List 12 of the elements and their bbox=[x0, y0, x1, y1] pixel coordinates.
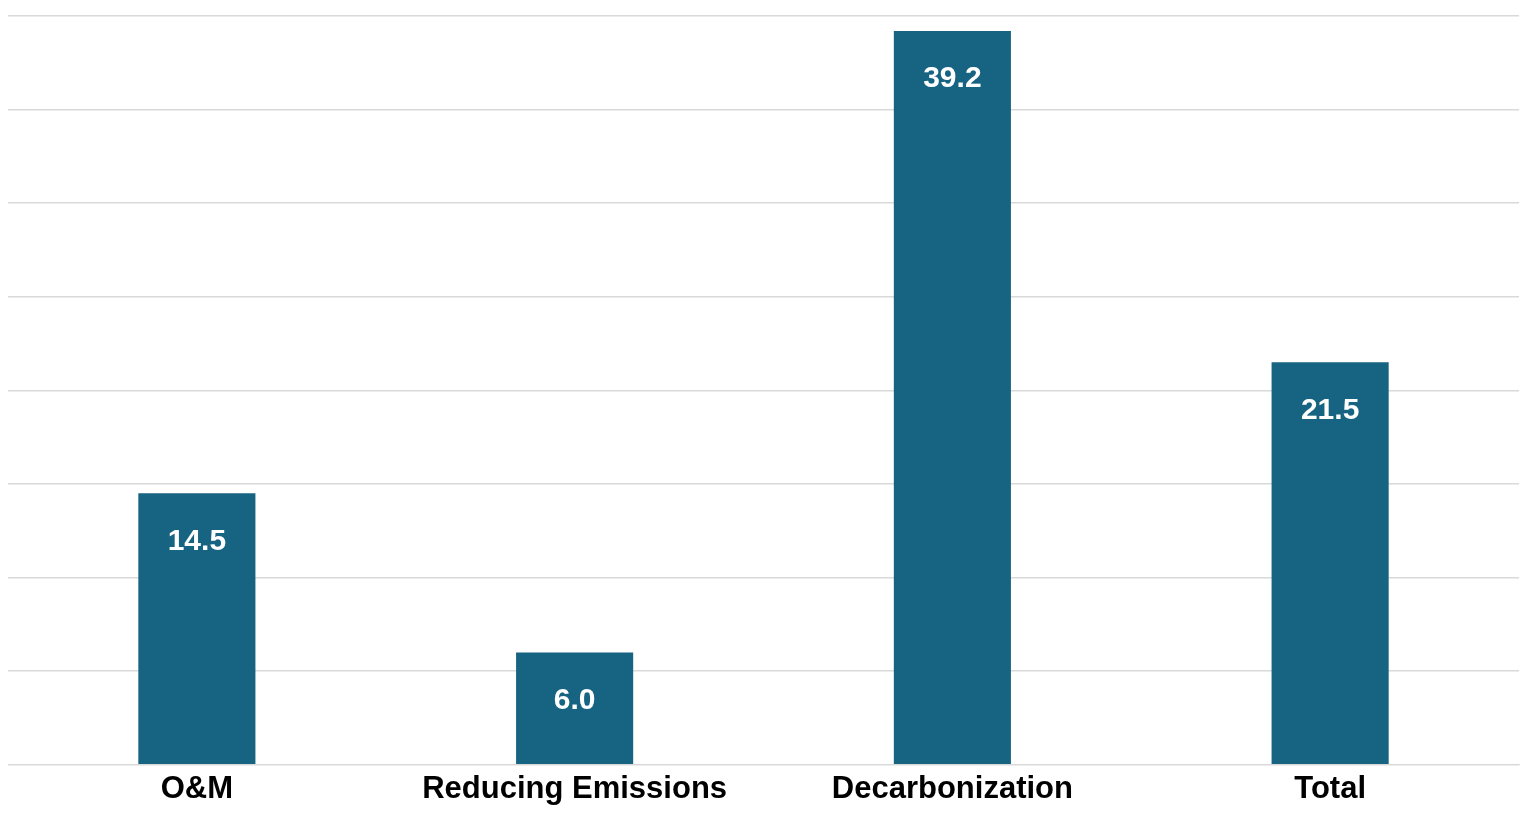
bar bbox=[516, 652, 634, 765]
data-label: 21.5 bbox=[1300, 391, 1360, 425]
data-label: 14.5 bbox=[167, 522, 227, 556]
x-tick-label: Decarbonization bbox=[831, 769, 1073, 805]
x-tick-label: Total bbox=[1294, 769, 1366, 805]
bar bbox=[138, 493, 256, 765]
x-tick-label: Reducing Emissions bbox=[422, 769, 728, 805]
bar bbox=[1271, 362, 1389, 765]
data-label: 6.0 bbox=[553, 681, 596, 715]
bar bbox=[893, 30, 1011, 765]
data-label: 39.2 bbox=[923, 60, 982, 94]
x-tick-label: O&M bbox=[160, 769, 234, 805]
